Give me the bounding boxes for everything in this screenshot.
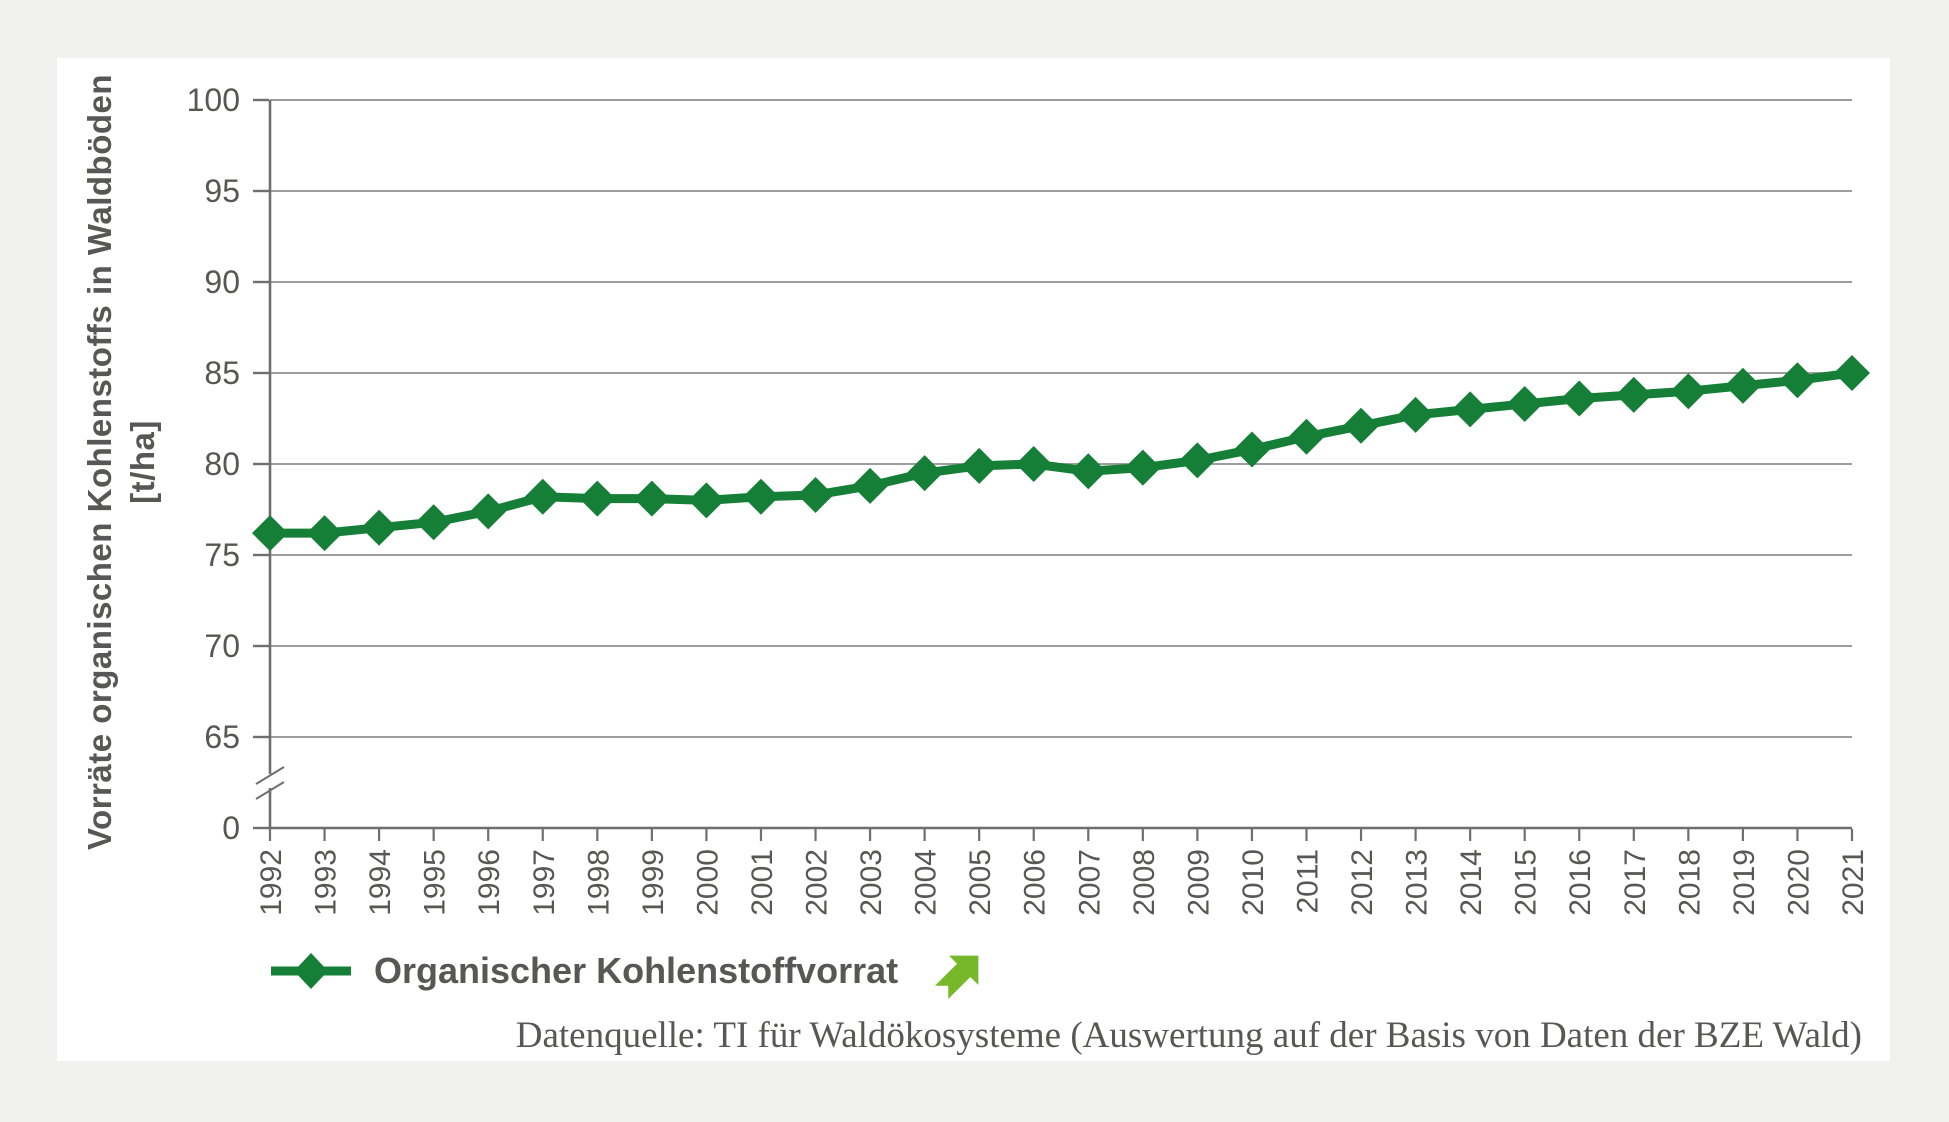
- data-point-marker: [688, 482, 725, 519]
- x-tick-label: 2013: [1401, 849, 1434, 916]
- data-point-marker: [1452, 391, 1489, 428]
- data-point-marker: [1834, 355, 1870, 391]
- data-point-marker: [470, 493, 507, 530]
- data-point-marker: [742, 478, 779, 515]
- x-tick-label: 2021: [1837, 849, 1870, 916]
- data-point-marker: [906, 455, 943, 492]
- x-tick-label: 2008: [1128, 849, 1161, 916]
- x-tick-label: 1994: [364, 849, 397, 916]
- x-tick-label: 2000: [691, 849, 724, 916]
- legend-label: Organischer Kohlenstoffvorrat: [374, 950, 899, 991]
- x-tick-label: 2019: [1728, 849, 1761, 916]
- x-tick-label: 1996: [473, 849, 506, 916]
- data-point-marker: [1615, 376, 1652, 413]
- x-tick-label: 2017: [1619, 849, 1652, 916]
- y-tick-label: 0: [222, 810, 240, 846]
- data-point-marker: [633, 480, 670, 517]
- y-tick-label: 90: [204, 264, 240, 300]
- x-tick-label: 1998: [582, 849, 615, 916]
- legend-diamond: [294, 953, 328, 989]
- data-point-marker: [361, 509, 398, 546]
- x-tick-label: 2004: [910, 849, 943, 916]
- data-point-marker: [1561, 380, 1598, 417]
- axis-break-icon: [255, 781, 285, 800]
- y-axis-title-line2: [t/ha]: [124, 420, 161, 504]
- trend-up-arrow-icon: [935, 955, 979, 1000]
- data-point-marker: [1724, 367, 1761, 404]
- data-point-marker: [1233, 431, 1270, 468]
- data-point-marker: [1179, 442, 1216, 479]
- data-point-marker: [1397, 396, 1434, 433]
- chart-card: [57, 58, 1890, 1061]
- x-tick-label: 2014: [1455, 849, 1488, 916]
- data-point-marker: [852, 467, 889, 504]
- data-point-marker: [306, 515, 343, 552]
- y-tick-label: 65: [204, 719, 240, 755]
- x-tick-label: 2016: [1564, 849, 1597, 916]
- data-point-marker: [415, 504, 452, 541]
- axis-break-icon: [255, 766, 285, 785]
- source-attribution: Datenquelle: TI für Waldökosysteme (Ausw…: [515, 1015, 1862, 1056]
- data-point-marker: [1670, 373, 1707, 410]
- data-point-marker: [1015, 446, 1052, 482]
- y-tick-label: 80: [204, 446, 240, 482]
- x-tick-label: 2007: [1073, 849, 1106, 916]
- y-tick-label: 85: [204, 355, 240, 391]
- data-point-marker: [961, 447, 998, 484]
- data-point-marker: [252, 515, 288, 552]
- x-tick-label: 2005: [964, 849, 997, 916]
- data-point-marker: [1124, 449, 1161, 486]
- data-point-marker: [1343, 407, 1380, 444]
- x-tick-label: 2002: [801, 849, 834, 916]
- x-tick-label: 2010: [1237, 849, 1270, 916]
- x-tick-label: 2012: [1346, 849, 1379, 916]
- y-tick-label: 75: [204, 537, 240, 573]
- x-tick-label: 1992: [255, 849, 288, 916]
- data-point-marker: [1288, 418, 1325, 455]
- y-axis-title-line1: Vorräte organischen Kohlenstoffs in Wald…: [81, 73, 118, 851]
- x-tick-label: 2006: [1019, 849, 1052, 916]
- data-point-marker: [1070, 453, 1107, 490]
- y-tick-label: 95: [204, 173, 240, 209]
- x-tick-label: 2015: [1510, 849, 1543, 916]
- x-tick-label: 2020: [1782, 849, 1815, 916]
- x-tick-label: 1993: [310, 849, 343, 916]
- data-point-marker: [1506, 385, 1543, 422]
- data-point-marker: [797, 476, 834, 513]
- y-tick-label: 100: [187, 82, 240, 118]
- legend-line-marker-icon: [271, 953, 351, 989]
- x-tick-label: 1997: [528, 849, 561, 916]
- data-point-marker: [579, 480, 616, 517]
- data-point-marker: [1779, 362, 1816, 399]
- x-tick-label: 2001: [746, 849, 779, 916]
- legend: Organischer Kohlenstoffvorrat: [270, 940, 986, 1002]
- data-line: [270, 368, 1853, 538]
- data-point-marker: [524, 478, 561, 515]
- trend-arrow-shape: [935, 955, 979, 1000]
- x-tick-label: 2011: [1291, 849, 1324, 914]
- x-tick-label: 1999: [637, 849, 670, 916]
- x-tick-label: 2003: [855, 849, 888, 916]
- x-tick-label: 1995: [419, 849, 452, 916]
- y-tick-label: 70: [204, 628, 240, 664]
- x-tick-label: 2018: [1673, 849, 1706, 916]
- x-tick-label: 2009: [1182, 849, 1215, 916]
